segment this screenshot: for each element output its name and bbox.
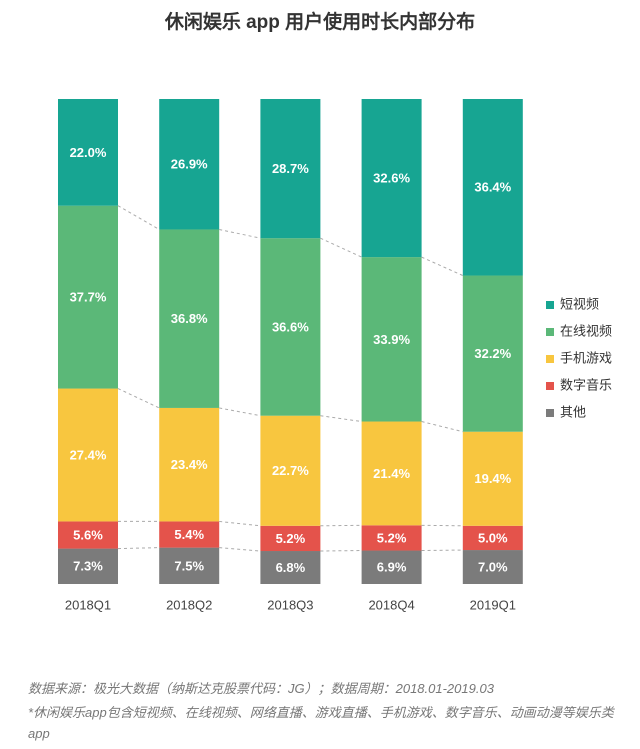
connector <box>117 547 160 550</box>
connector <box>421 421 463 433</box>
value-label: 5.2% <box>377 530 407 545</box>
x-tick-label: 2018Q4 <box>368 597 414 612</box>
value-label: 7.0% <box>478 559 508 574</box>
bar-segment <box>361 525 422 551</box>
legend-swatch <box>546 355 554 363</box>
value-label: 5.2% <box>276 531 306 546</box>
legend-label: 手机游戏 <box>560 350 612 365</box>
bar-segment <box>159 229 220 408</box>
value-label: 21.4% <box>373 466 410 481</box>
legend-label: 短视频 <box>560 296 599 311</box>
connector <box>320 237 362 258</box>
bar-segment <box>462 550 523 584</box>
value-label: 36.4% <box>474 180 511 195</box>
legend-swatch <box>546 328 554 336</box>
bar-segment <box>58 99 118 206</box>
bar-segment <box>361 550 422 584</box>
bar-segment <box>260 551 321 584</box>
note: *休闲娱乐app包含短视频、在线视频、网络直播、游戏直播、手机游戏、数字音乐、动… <box>28 705 614 741</box>
value-label: 19.4% <box>474 471 511 486</box>
value-label: 7.5% <box>174 558 204 573</box>
value-label: 37.7% <box>70 290 107 305</box>
bar-segment <box>462 431 523 526</box>
connector <box>219 407 261 417</box>
legend-swatch <box>546 301 554 309</box>
value-label: 6.9% <box>377 560 407 575</box>
value-label: 32.2% <box>474 346 511 361</box>
value-label: 7.3% <box>73 559 103 574</box>
source: 数据来源：极光大数据（纳斯达克股票代码：JG）；数据周期：2018.01-201… <box>28 681 494 696</box>
value-label: 28.7% <box>272 161 309 176</box>
x-tick-label: 2018Q2 <box>166 597 212 612</box>
connector <box>421 256 464 276</box>
x-tick-label: 2019Q1 <box>470 597 516 612</box>
bar-segment <box>159 407 220 522</box>
bar-segment <box>159 99 220 230</box>
bar-segment <box>260 99 321 239</box>
connector <box>219 228 261 239</box>
x-tick-label: 2018Q3 <box>267 597 313 612</box>
bar-segment <box>58 205 118 389</box>
bar-segment <box>361 99 422 258</box>
bar-segment <box>58 388 118 522</box>
bar-segment <box>260 238 321 416</box>
value-label: 22.7% <box>272 463 309 478</box>
bar-segment <box>462 99 523 276</box>
connector <box>219 520 261 527</box>
connector <box>219 547 261 552</box>
value-label: 36.8% <box>171 311 208 326</box>
value-label: 27.4% <box>70 447 107 462</box>
bar-segment <box>462 275 523 432</box>
bar-segment <box>58 521 118 549</box>
value-label: 6.8% <box>276 560 306 575</box>
bar-segment <box>159 521 220 548</box>
value-label: 5.0% <box>478 530 508 545</box>
value-label: 22.0% <box>70 145 107 160</box>
bar-segment <box>361 421 422 526</box>
connector <box>117 388 160 409</box>
connector <box>117 205 160 230</box>
value-label: 5.4% <box>174 527 204 542</box>
connector <box>320 415 362 423</box>
value-label: 26.9% <box>171 157 208 172</box>
legend-label: 其他 <box>560 404 586 419</box>
value-label: 5.6% <box>73 527 103 542</box>
legend-label: 在线视频 <box>560 323 612 338</box>
bar-segment <box>361 257 422 422</box>
value-label: 36.6% <box>272 319 309 334</box>
bar-segment <box>58 548 118 584</box>
legend-swatch <box>546 382 554 390</box>
legend-label: 数字音乐 <box>560 377 612 392</box>
value-label: 23.4% <box>171 457 208 472</box>
bar-segment <box>260 525 321 552</box>
value-label: 33.9% <box>373 332 410 347</box>
chart-title: 休闲娱乐 app 用户使用时长内部分布 <box>164 10 475 33</box>
x-tick-label: 2018Q1 <box>65 597 111 612</box>
legend-swatch <box>546 409 554 417</box>
bar-segment <box>462 525 523 551</box>
value-label: 32.6% <box>373 170 410 185</box>
bar-segment <box>159 547 220 584</box>
bar-segment <box>260 415 321 526</box>
